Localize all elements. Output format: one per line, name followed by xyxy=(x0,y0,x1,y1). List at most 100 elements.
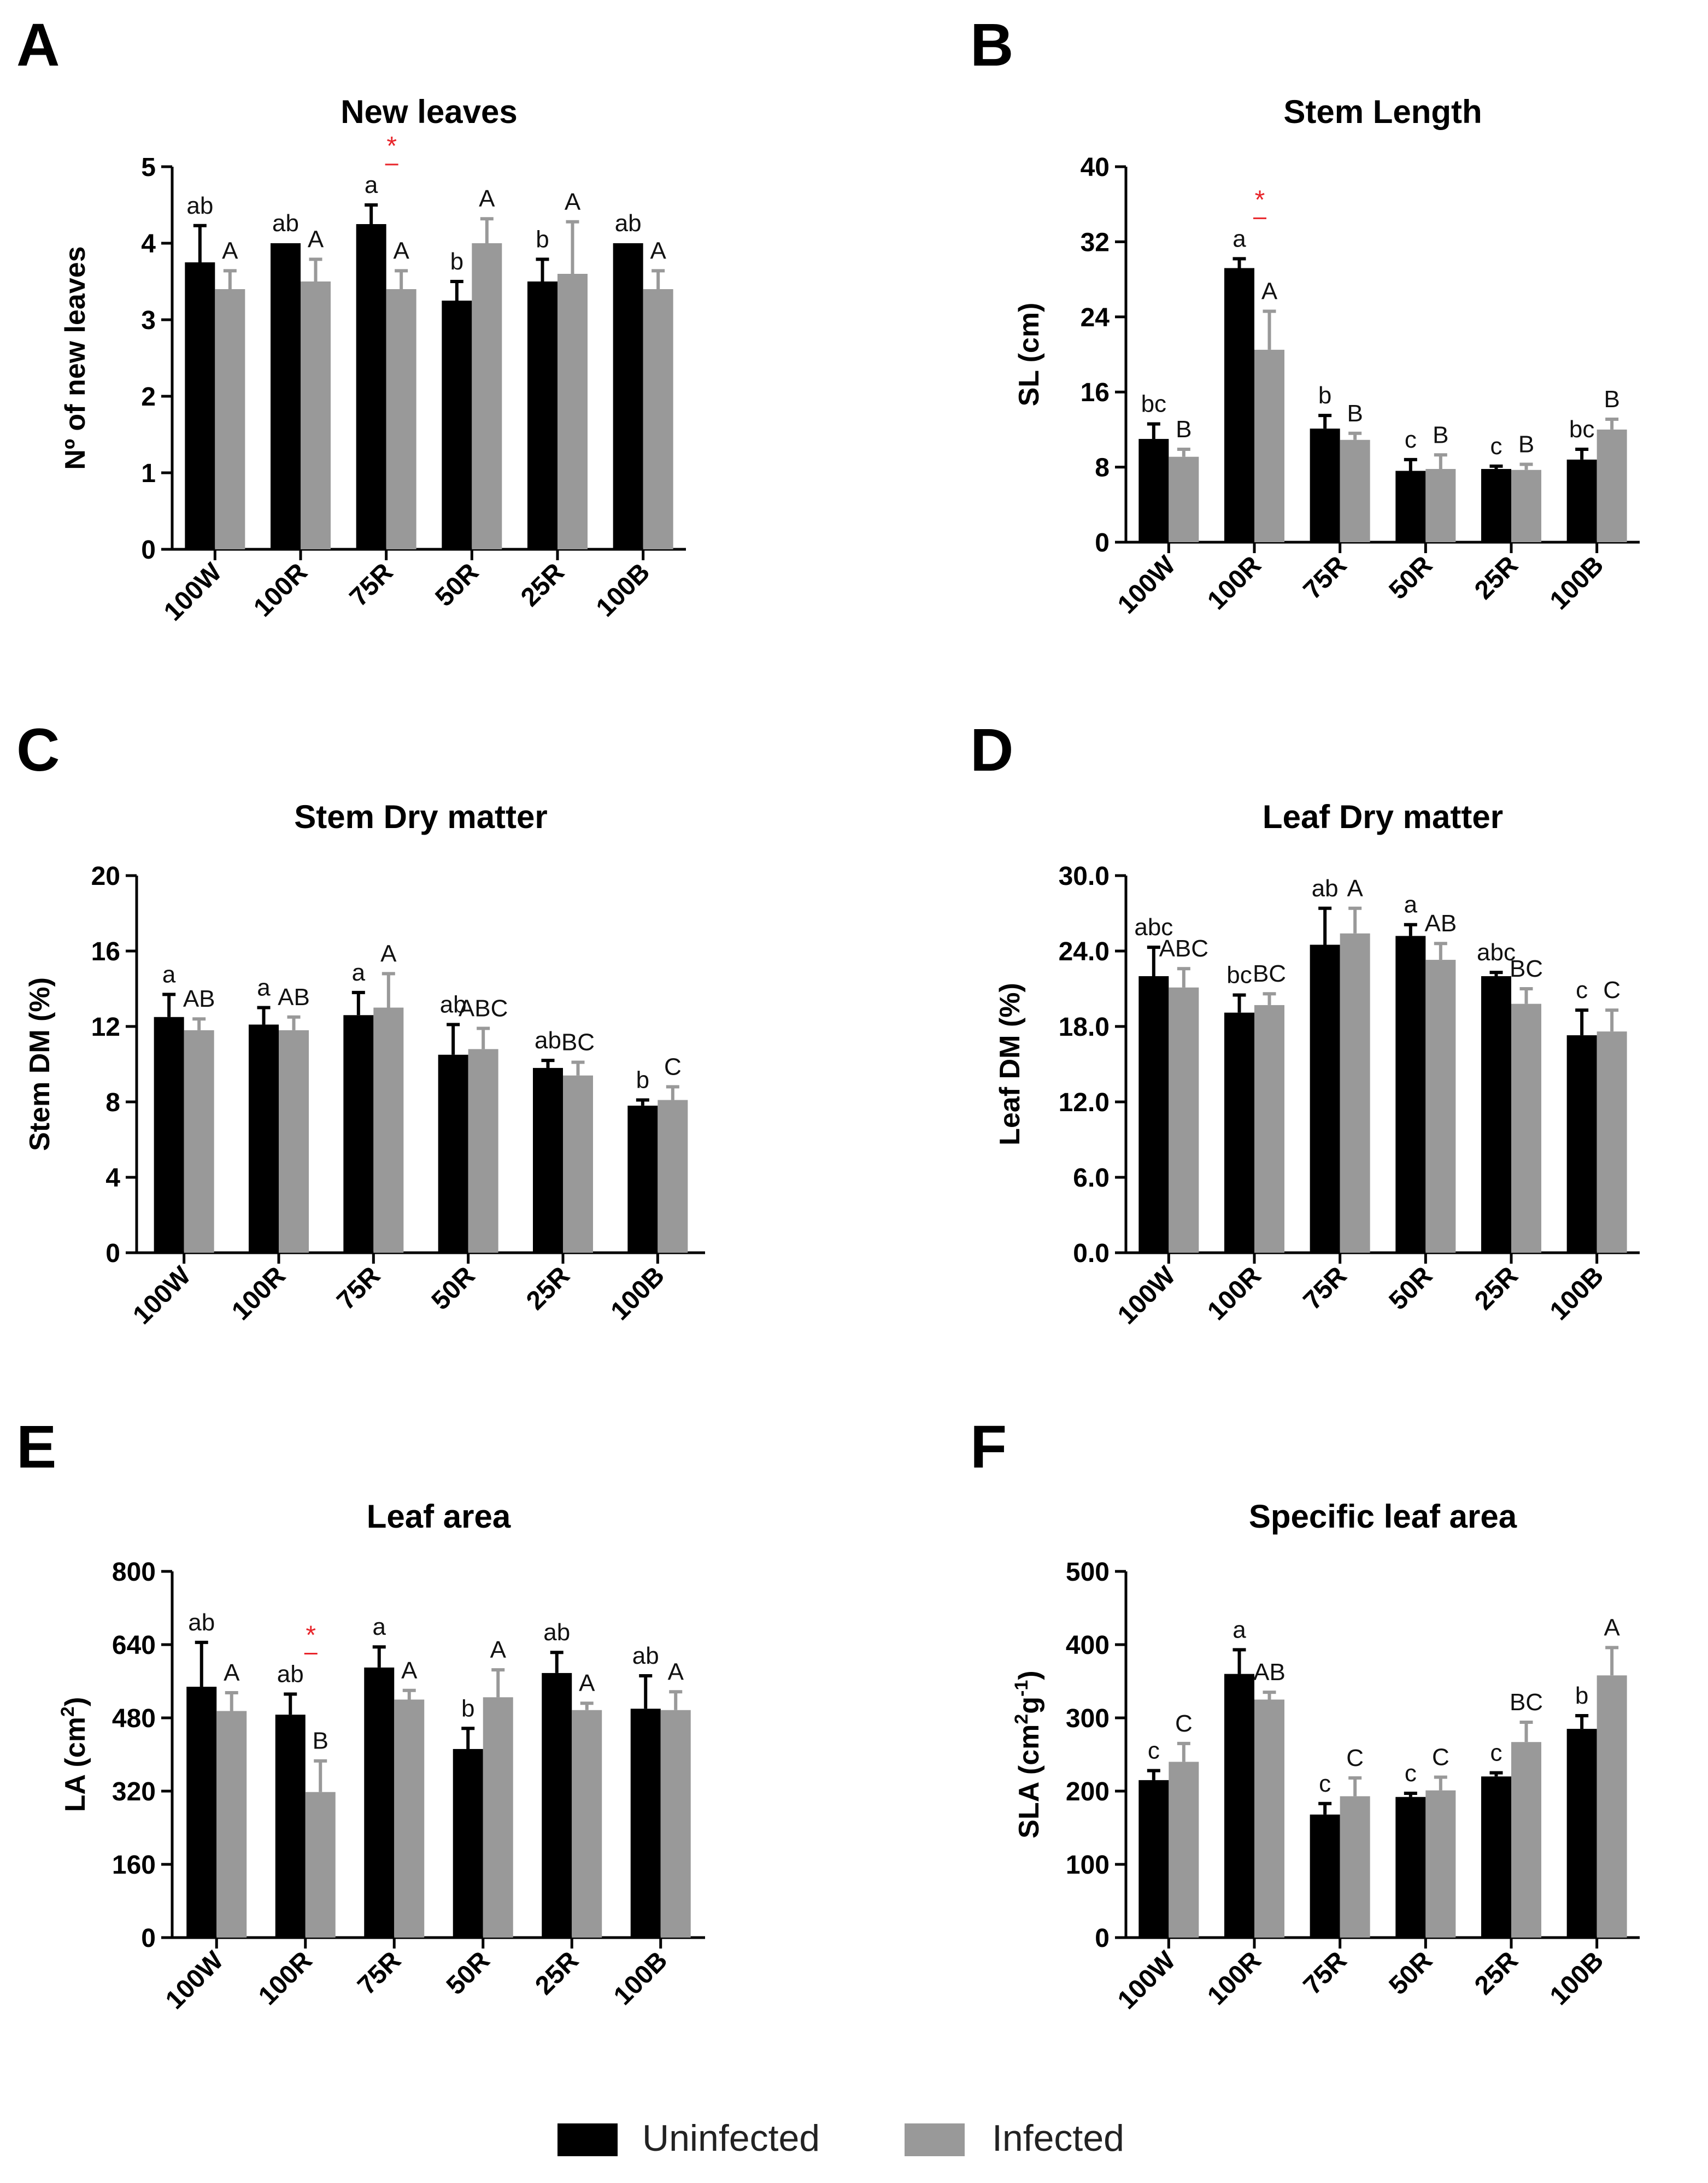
x-tick-label: 75R xyxy=(1298,1946,1353,2000)
bar-uninfected xyxy=(1224,1674,1254,1938)
significance-letter: b xyxy=(1575,1682,1588,1709)
significance-letter: b xyxy=(461,1695,474,1722)
bar-infected xyxy=(1254,1699,1284,1938)
y-tick-label: 320 xyxy=(112,1777,156,1806)
significance-letter: ab xyxy=(272,210,299,237)
panel-label: D xyxy=(970,717,1013,784)
bar-infected xyxy=(215,289,245,549)
significance-letter: B xyxy=(1347,400,1363,427)
significance-letter: BC xyxy=(1510,955,1543,982)
y-tick-label: 8 xyxy=(105,1088,120,1117)
bar-infected xyxy=(1511,1004,1541,1253)
x-tick-label: 100W xyxy=(1112,550,1182,620)
significance-letter: A xyxy=(1604,1614,1620,1641)
significance-letter: B xyxy=(1433,421,1448,448)
significance-letter: bc xyxy=(1569,416,1594,443)
x-tick-label: 25R xyxy=(1469,1946,1524,2000)
bar-uninfected xyxy=(1395,1797,1426,1938)
y-tick-label: 0.0 xyxy=(1073,1239,1110,1268)
y-axis-label: Stem DM (%) xyxy=(24,977,56,1151)
x-tick-label: 100R xyxy=(1202,1261,1267,1326)
x-tick-label: 25R xyxy=(521,1261,576,1316)
significance-letter: BC xyxy=(1510,1689,1543,1716)
significance-letter: c xyxy=(1490,1740,1502,1767)
y-tick-label: 0 xyxy=(105,1239,120,1268)
y-tick-label: 0 xyxy=(141,536,156,565)
panel-label: C xyxy=(16,717,60,784)
bar-infected xyxy=(658,1100,688,1253)
x-tick-label: 50R xyxy=(1383,550,1438,605)
significance-letter: A xyxy=(565,189,581,215)
bar-uninfected xyxy=(1481,1776,1511,1938)
significance-letter: b xyxy=(1318,382,1331,409)
bar-uninfected xyxy=(1481,469,1511,542)
significance-letter: C xyxy=(1432,1744,1449,1771)
y-tick-label: 500 xyxy=(1066,1558,1110,1587)
bar-infected xyxy=(1425,469,1456,542)
panel-label: F xyxy=(970,1413,1007,1481)
significance-letter: c xyxy=(1405,1760,1417,1787)
y-tick-label: 400 xyxy=(1066,1631,1110,1660)
bar-uninfected xyxy=(1566,459,1597,542)
x-tick-label: 75R xyxy=(1298,550,1353,605)
x-tick-label: 100W xyxy=(1112,1261,1182,1330)
bar-uninfected xyxy=(249,1024,279,1253)
x-tick-label: 50R xyxy=(1383,1946,1438,2000)
significance-letter: B xyxy=(1518,431,1534,457)
significance-letter: c xyxy=(1319,1770,1331,1797)
bar-uninfected xyxy=(356,224,386,549)
y-tick-label: 5 xyxy=(141,153,156,182)
bar-uninfected xyxy=(154,1017,184,1253)
x-tick-label: 100W xyxy=(160,1946,230,2015)
chart-title: New leaves xyxy=(341,93,518,130)
y-axis-label: Leaf DM (%) xyxy=(994,983,1026,1146)
bar-uninfected xyxy=(1138,1780,1169,1938)
y-tick-label: 640 xyxy=(112,1631,156,1660)
chart-panel-f: F Specific leaf area 0 100 200 300 400 500 SLA (… xyxy=(970,1413,1640,2015)
y-tick-label: 16 xyxy=(1081,378,1110,407)
significance-letter: c xyxy=(1405,426,1417,453)
bar-infected xyxy=(643,289,673,549)
bar-infected xyxy=(305,1792,336,1938)
significance-letter: ab xyxy=(1312,875,1339,902)
bar-uninfected xyxy=(613,243,643,549)
bar-infected xyxy=(1254,1005,1284,1253)
bar-uninfected xyxy=(533,1067,563,1253)
bar-infected xyxy=(1169,987,1199,1253)
panel-label: E xyxy=(16,1413,56,1481)
bar-infected xyxy=(1340,933,1370,1253)
bar-infected xyxy=(1254,349,1284,542)
bar-infected xyxy=(468,1049,498,1253)
significance-letter: A xyxy=(380,940,397,967)
y-tick-label: 20 xyxy=(91,862,120,891)
bar-uninfected xyxy=(343,1015,374,1253)
bar-uninfected xyxy=(453,1748,483,1938)
significance-letter: a xyxy=(365,172,378,198)
y-tick-label: 18.0 xyxy=(1059,1013,1110,1042)
legend-swatch-uninfected xyxy=(557,2123,618,2156)
y-tick-label: 480 xyxy=(112,1704,156,1733)
bar-uninfected xyxy=(271,243,301,549)
bar-uninfected xyxy=(442,301,472,549)
x-tick-label: 100B xyxy=(1545,550,1610,615)
significance-letter: A xyxy=(668,1658,684,1685)
significance-letter: A xyxy=(490,1636,507,1663)
bar-infected xyxy=(572,1710,602,1938)
chart-title: Leaf area xyxy=(367,1498,511,1535)
y-tick-label: 16 xyxy=(91,937,120,966)
x-tick-label: 100W xyxy=(127,1261,197,1330)
bar-infected xyxy=(557,274,588,549)
y-tick-label: 3 xyxy=(141,306,156,335)
y-tick-label: 0 xyxy=(1095,1924,1110,1953)
x-tick-label: 50R xyxy=(426,1261,481,1316)
y-tick-label: 0 xyxy=(141,1924,156,1953)
y-tick-label: 40 xyxy=(1081,153,1110,182)
bar-infected xyxy=(1340,1796,1370,1938)
chart-title: Stem Length xyxy=(1283,93,1482,130)
significance-letter: ab xyxy=(277,1660,304,1687)
bar-uninfected xyxy=(1310,1814,1340,1938)
bar-infected xyxy=(373,1007,404,1253)
significance-letter: a xyxy=(257,975,271,1001)
